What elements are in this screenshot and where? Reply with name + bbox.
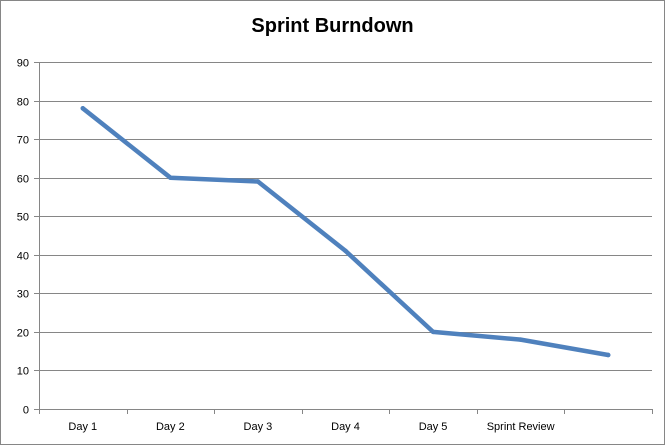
y-tick-label: 40 [17,251,29,263]
x-tick-label: Day 4 [331,421,360,433]
chart-title: Sprint Burndown [251,15,414,37]
y-tick-label: 0 [23,405,29,417]
y-tick-label: 10 [17,366,29,378]
x-tick-label: Sprint Review [487,421,555,433]
y-tick-label: 60 [17,174,29,186]
series-line-0 [80,106,611,358]
y-tick-label: 30 [17,289,29,301]
y-tick-label: 70 [17,135,29,147]
x-tick-label: Day 5 [419,421,448,433]
x-tick-label: Day 3 [244,421,273,433]
x-tick-label: Day 1 [68,421,97,433]
y-tick-label: 50 [17,212,29,224]
data-point [343,248,348,254]
y-tick-label: 80 [17,97,29,109]
y-tick-label: 20 [17,328,29,340]
data-point [430,329,436,335]
data-point [518,337,523,342]
data-point [80,106,86,111]
data-point [605,352,611,358]
data-point [255,179,261,184]
x-tick-label: Day 2 [156,421,185,433]
y-tick-label: 90 [17,58,29,70]
data-point [168,175,173,180]
